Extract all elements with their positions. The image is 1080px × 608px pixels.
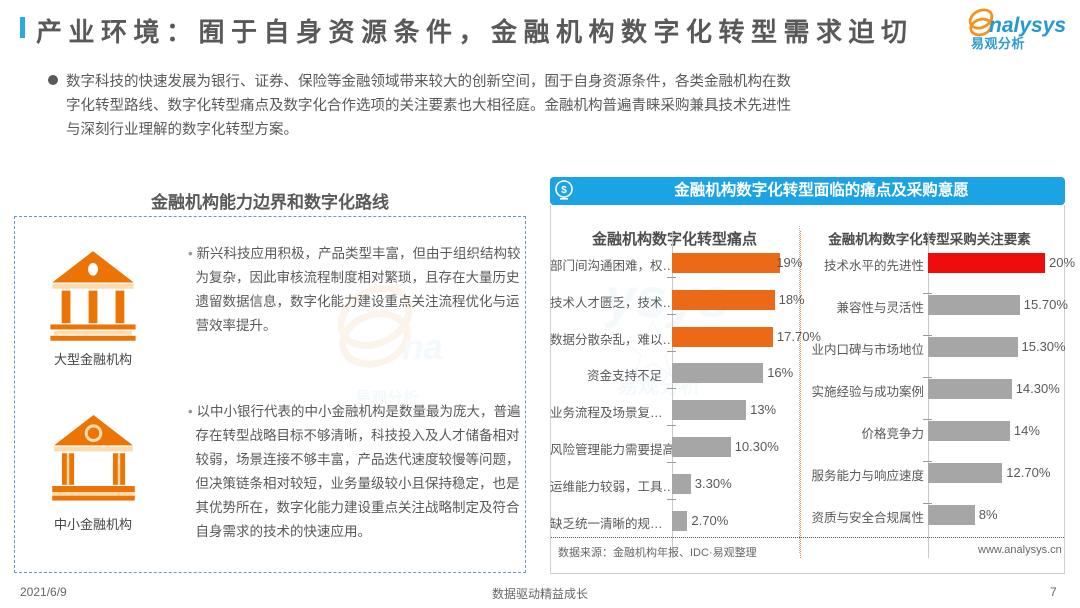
svg-text:$: $ — [561, 185, 567, 196]
svg-text:nalysys: nalysys — [989, 14, 1066, 37]
svg-text:易观分析: 易观分析 — [971, 36, 1025, 51]
